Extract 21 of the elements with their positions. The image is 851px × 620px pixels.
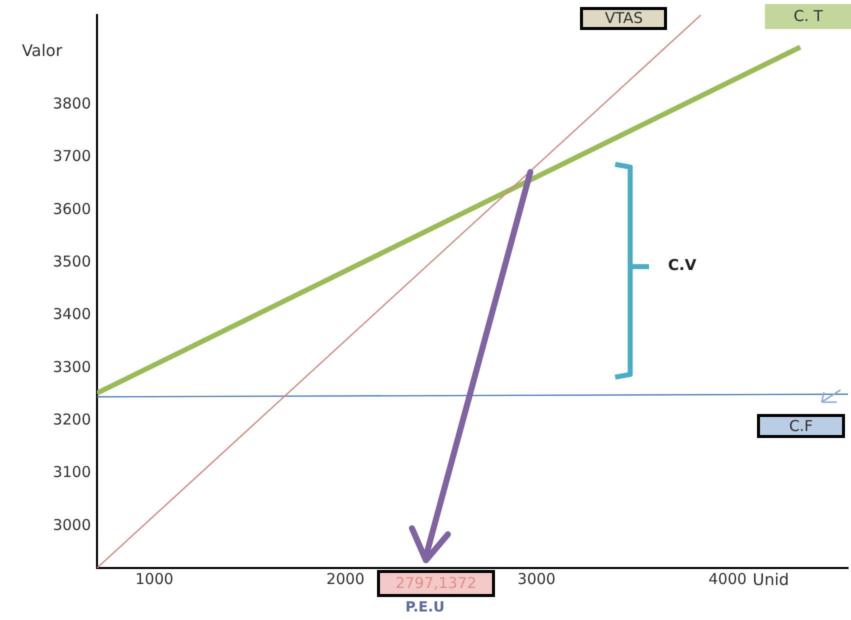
label-box: 2797,1372 bbox=[377, 570, 495, 596]
annotation: C.V bbox=[668, 256, 697, 274]
y-tick-label: 3700 bbox=[52, 147, 91, 166]
label-box: C.F bbox=[757, 414, 845, 438]
y-tick-label: 3300 bbox=[52, 358, 91, 376]
y-tick-label: 3600 bbox=[52, 200, 91, 218]
y-axis-title: Valor bbox=[22, 41, 63, 60]
x-tick-label: 2000 bbox=[326, 570, 365, 588]
x-tick-label: 4000 bbox=[708, 570, 747, 588]
x-tick-label: 3000 bbox=[517, 570, 556, 588]
x-tick-label: 1000 bbox=[135, 570, 174, 588]
y-tick-label: 3400 bbox=[52, 305, 91, 324]
y-tick-label: 3000 bbox=[52, 516, 91, 534]
y-tick-label: 3200 bbox=[52, 410, 91, 428]
y-tick-label: 3100 bbox=[52, 463, 91, 482]
x-axis-title: Unid bbox=[752, 570, 790, 590]
label-box: C. T bbox=[765, 4, 851, 29]
y-tick-label: 3800 bbox=[52, 94, 91, 112]
text: P.E.U bbox=[405, 600, 445, 616]
y-tick-label: 3500 bbox=[52, 252, 91, 270]
label-box: VTAS bbox=[580, 6, 668, 30]
